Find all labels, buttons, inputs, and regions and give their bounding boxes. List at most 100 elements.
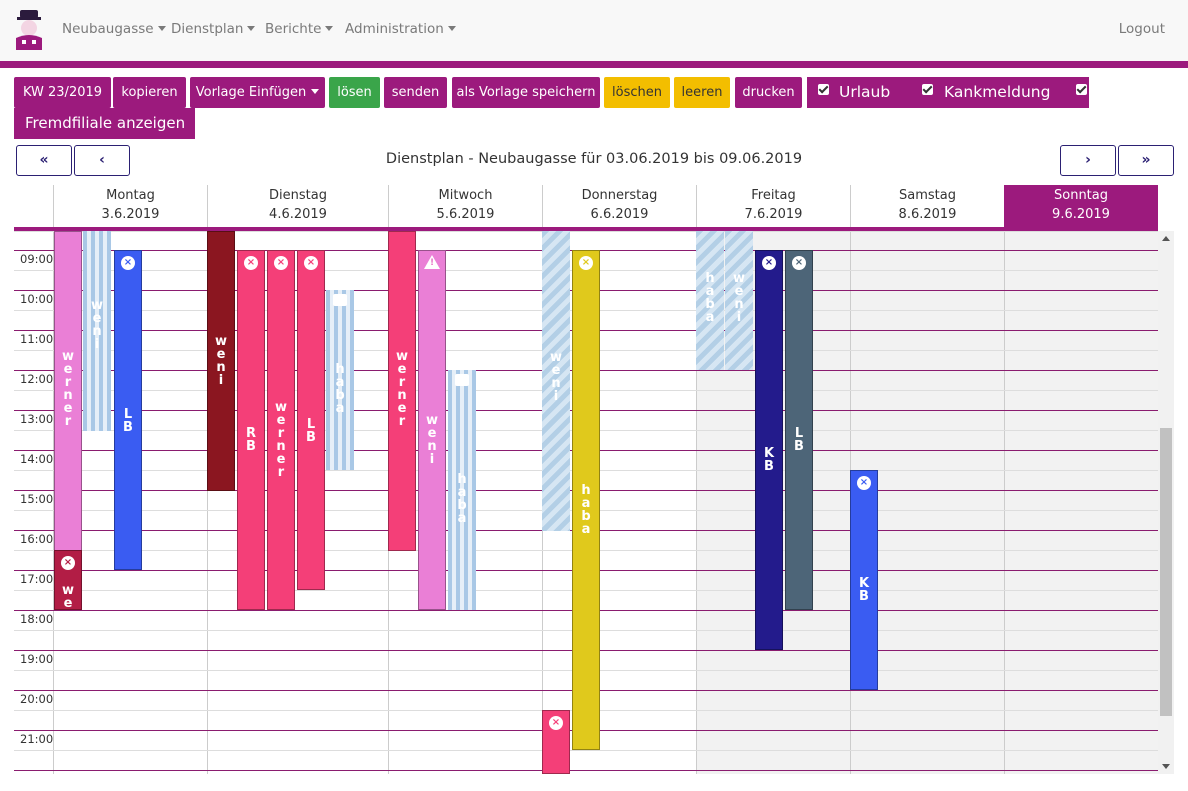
day-header-friday: Freitag 7.6.2019	[696, 185, 850, 227]
lock-icon	[333, 294, 347, 306]
day-header-saturday: Samstag 8.6.2019	[850, 185, 1004, 227]
krankmeldung-checkbox[interactable]	[922, 84, 933, 95]
time-label: 14:00	[20, 452, 54, 466]
time-label: 09:00	[20, 252, 54, 266]
day-header-monday: Montag 3.6.2019	[53, 185, 207, 227]
day-header-sunday: Sonntag 9.6.2019	[1004, 185, 1158, 227]
senden-button[interactable]: senden	[384, 77, 447, 108]
last-week-button[interactable]: »	[1118, 145, 1174, 176]
shift-block[interactable]: ×	[542, 710, 570, 774]
caret-down-icon	[311, 89, 320, 94]
prev-week-button[interactable]: ‹	[74, 145, 130, 176]
close-circle-icon[interactable]: ×	[857, 476, 871, 490]
time-label: 19:00	[20, 652, 54, 666]
day-header-wednesday: Mitwoch 5.6.2019	[388, 185, 542, 227]
time-label: 21:00	[20, 732, 54, 746]
loesen-button[interactable]: lösen	[329, 77, 380, 108]
kopieren-button[interactable]: kopieren	[113, 77, 186, 108]
grid-line	[14, 231, 1158, 232]
time-label: 15:00	[20, 492, 54, 506]
time-label: 18:00	[20, 612, 54, 626]
grid-line	[14, 750, 1158, 751]
time-label: 17:00	[20, 572, 54, 586]
close-circle-icon[interactable]: ×	[304, 256, 318, 270]
day-header-thursday: Donnerstag 6.6.2019	[542, 185, 696, 227]
column-sunday[interactable]	[1004, 231, 1158, 774]
close-circle-icon[interactable]: ×	[61, 556, 75, 570]
urlaub-label: Urlaub	[839, 83, 891, 101]
header-divider	[14, 227, 1158, 231]
navbar: Neubaugasse Dienstplan Berichte Administ…	[0, 0, 1188, 61]
fremdfiliale-checkbox[interactable]	[1076, 84, 1087, 95]
time-label: 10:00	[20, 292, 54, 306]
vorlage-einfuegen-button[interactable]: Vorlage Einfügen	[190, 77, 325, 108]
close-circle-icon[interactable]: ×	[579, 256, 593, 270]
close-circle-icon[interactable]: ×	[121, 256, 135, 270]
week-button[interactable]: KW 23/2019	[14, 77, 111, 108]
close-circle-icon[interactable]: ×	[762, 256, 776, 270]
nav-berichte[interactable]: Berichte	[265, 21, 334, 37]
drucken-button[interactable]: drucken	[735, 77, 802, 108]
filter-checkboxes: Urlaub Kankmeldung	[807, 77, 1089, 108]
double-chevron-right-icon: »	[1141, 152, 1151, 168]
als-vorlage-speichern-button[interactable]: als Vorlage speichern	[452, 77, 600, 108]
close-circle-icon[interactable]: ×	[244, 256, 258, 270]
chevron-right-icon: ›	[1085, 152, 1091, 168]
time-label: 11:00	[20, 332, 54, 346]
day-header-tuesday: Dienstag 4.6.2019	[207, 185, 388, 227]
krankmeldung-label: Kankmeldung	[944, 83, 1051, 101]
caret-down-icon	[325, 26, 334, 31]
scroll-down-icon[interactable]	[1162, 764, 1170, 769]
navbar-divider	[0, 61, 1188, 68]
schedule-grid[interactable]: 09:00 10:00 11:00 12:00 13:00 14:00 15:0…	[14, 231, 1158, 774]
urlaub-checkbox[interactable]	[818, 84, 829, 95]
caret-down-icon	[447, 26, 456, 31]
hour-line	[14, 770, 1158, 771]
fremdfiliale-label[interactable]: Fremdfiliale anzeigen	[14, 108, 195, 139]
time-label: 13:00	[20, 412, 54, 426]
close-circle-icon[interactable]: ×	[792, 256, 806, 270]
time-label: 20:00	[20, 692, 54, 706]
time-label: 16:00	[20, 532, 54, 546]
logo-icon[interactable]	[14, 10, 44, 50]
close-circle-icon[interactable]: ×	[274, 256, 288, 270]
leeren-button[interactable]: leeren	[674, 77, 730, 108]
lock-icon	[455, 374, 469, 386]
double-chevron-left-icon: «	[39, 152, 49, 168]
loeschen-button[interactable]: löschen	[604, 77, 670, 108]
chevron-left-icon: ‹	[99, 152, 105, 168]
time-label: 12:00	[20, 372, 54, 386]
page-title: Dienstplan - Neubaugasse für 03.06.2019 …	[385, 151, 803, 167]
logout-link[interactable]: Logout	[1118, 21, 1165, 37]
caret-down-icon	[247, 26, 256, 31]
next-week-button[interactable]: ›	[1060, 145, 1116, 176]
scrollbar-thumb[interactable]	[1160, 428, 1172, 716]
scroll-up-icon[interactable]	[1162, 236, 1170, 241]
close-circle-icon[interactable]: ×	[549, 716, 563, 730]
nav-neubaugasse[interactable]: Neubaugasse	[62, 21, 166, 37]
first-week-button[interactable]: «	[16, 145, 72, 176]
vertical-scrollbar[interactable]	[1158, 231, 1174, 774]
nav-administration[interactable]: Administration	[345, 21, 456, 37]
nav-dienstplan[interactable]: Dienstplan	[171, 21, 256, 37]
warning-icon[interactable]: !	[424, 255, 440, 269]
